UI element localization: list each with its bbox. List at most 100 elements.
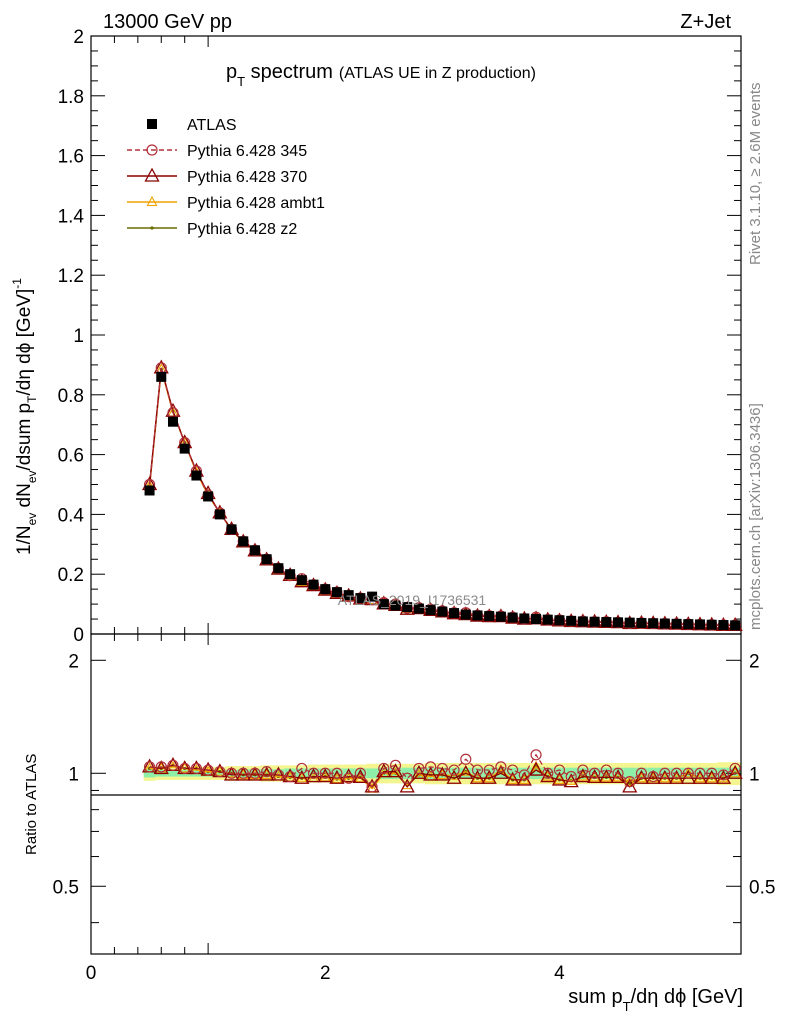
ratio-y-tick-label: 2 [68,651,79,672]
main-y-tick-label: 2 [73,27,84,48]
data-point [167,416,178,427]
data-point [413,603,424,614]
ratio-point [434,766,450,781]
ratio-point [378,762,390,775]
data-point [355,593,366,604]
data-point [191,470,202,481]
ratio-point [354,767,366,779]
ratio-point [469,769,486,784]
ratio-point [530,749,542,761]
title-main: p [226,61,237,83]
legend-marker [150,226,154,230]
ratio-point [471,764,484,776]
data-point [449,608,460,619]
data-point [636,617,647,628]
series-pythia-6.428-345 [143,362,741,631]
ratio-point [505,771,521,786]
ylabel-part-5: T [25,395,39,403]
band-inner [143,769,156,778]
ratio-point [261,768,273,779]
data-point [718,620,729,631]
data-point [226,524,237,535]
ratio-y-tick-label-right: 2 [749,651,760,672]
data-point [238,536,249,547]
data-point [249,545,260,556]
main-y-tick-label: 0.6 [58,446,84,467]
ylabel-part-6: /dη dϕ [GeV] [14,289,35,396]
data-point [165,402,181,417]
watermark: ATLAS_2019_I1736531 [338,592,487,608]
main-y-tick-label: 0.4 [58,505,85,526]
main-y-ticks: 0 0.2 0.4 0.6 0.8 1 1.2 1.4 1.6 1.8 2 [58,27,741,646]
ratio-point [143,761,156,773]
ratio-point [179,762,191,775]
ratio-point [518,769,530,781]
main-title: pT spectrum (ATLAS UE in Z production) [226,61,536,89]
data-point [144,485,155,496]
ylabel-part-7: -1 [10,278,24,289]
ratio-point [565,770,577,783]
x-tick-label: 0 [86,963,97,984]
main-curves [141,359,743,631]
ratio-point [259,766,275,781]
legend-label: ATLAS [187,117,237,134]
ratio-point [458,764,474,779]
data-point [730,620,741,631]
ratio-point [670,767,683,779]
ratio-point [577,770,589,781]
data-point [577,616,588,627]
ylabel-part-3: ev [25,470,39,483]
ratio-point [645,769,661,784]
ratio-point [483,764,495,776]
ratio-point [423,766,439,781]
series-line [148,369,736,626]
series-pythia-6.428-z2 [147,367,737,627]
band-inner [366,768,378,779]
ratio-point [528,761,544,776]
data-point [261,554,272,565]
ratio-point [341,768,357,783]
data-point [566,615,577,626]
ratio-point [261,766,273,778]
ratio-point [167,759,179,771]
data-point [507,612,518,623]
ratio-point [389,759,402,771]
ratio-point [225,767,238,779]
ratio-point [436,768,448,779]
ratio-point [553,764,566,776]
xlabel-part-0: sum p [568,986,622,1008]
ratio-point [247,766,263,781]
ratio-point [446,769,462,784]
ratio-point [319,767,331,779]
ratio-point [577,764,589,776]
ratio-y-tick-label: 1 [68,764,79,785]
ratio-point [647,770,659,783]
ratio-point [600,771,612,782]
data-point [308,579,319,590]
ratio-point [399,778,415,793]
legend: ATLAS Pythia 6.428 345 Pythia 6.428 370 Pyt… [127,117,325,238]
ratio-point [589,767,601,779]
legend-label: Pythia 6.428 370 [187,169,307,186]
main-y-tick-label: 1 [73,326,84,347]
series-line [148,367,736,626]
main-ylabel: 1/Nev dNev/dsum pT/dη dϕ [GeV]-1 [10,278,39,555]
ratio-point [495,761,507,773]
ratio-point [436,762,448,775]
ratio-point [214,766,226,778]
ratio-point [612,771,624,782]
ratio-point [717,769,730,781]
ylabel-part-2: dN [14,483,35,513]
ratio-point [493,764,509,779]
main-y-tick-label: 1.2 [58,266,84,287]
series-pythia-6.428-ambt1 [144,363,741,630]
band-inner [530,767,542,780]
mcplots-label: mcplots.cern.ch [arXiv:1306.3436] [747,403,764,630]
ratio-point [481,769,497,784]
legend-entry: Pythia 6.428 345 [127,143,307,160]
data-point [683,619,694,630]
band-inner [167,770,179,777]
ratio-point [598,769,614,784]
data-point [296,575,307,586]
